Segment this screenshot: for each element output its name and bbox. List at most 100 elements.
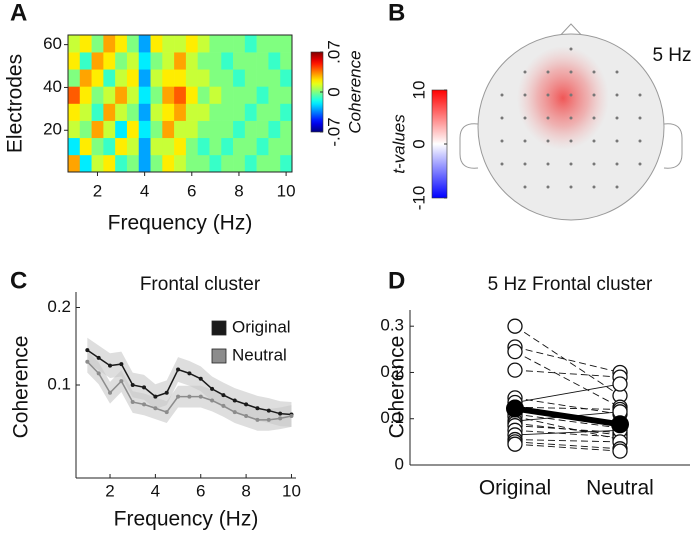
heatmap-cell xyxy=(91,103,104,121)
subject-line xyxy=(514,383,621,403)
heatmap-cell xyxy=(103,35,116,53)
heatmap-cell xyxy=(150,103,163,121)
heatmap-cell xyxy=(79,103,92,121)
point xyxy=(278,411,283,416)
heatmap-cell xyxy=(126,35,140,53)
electrode xyxy=(546,162,550,166)
subject-line xyxy=(514,443,621,452)
x-tick-label: 4 xyxy=(151,481,160,500)
electrode xyxy=(592,93,596,97)
heatmap-cell xyxy=(209,154,222,173)
x-tick-label: 10 xyxy=(282,481,301,500)
electrode xyxy=(569,185,573,189)
subject-point xyxy=(612,376,628,392)
point xyxy=(85,359,90,364)
electrode xyxy=(546,70,550,74)
point xyxy=(108,390,113,395)
electrode xyxy=(569,93,573,97)
subject-line xyxy=(514,429,621,436)
heatmap-cell xyxy=(162,35,175,53)
heatmap-cell xyxy=(91,120,104,139)
heatmap-cell xyxy=(197,69,210,87)
heatmap-cell xyxy=(185,52,198,70)
electrode xyxy=(523,93,527,97)
electrode xyxy=(546,93,550,97)
electrode xyxy=(569,162,573,166)
heatmap-cell xyxy=(221,103,234,121)
legend-label: Neutral xyxy=(232,345,287,364)
heatmap-cell xyxy=(233,52,246,70)
heatmap-cell xyxy=(244,154,257,173)
heatmap-cell xyxy=(185,103,198,121)
heatmap-cell xyxy=(244,86,257,104)
electrode xyxy=(500,116,504,120)
ear xyxy=(663,123,683,169)
heatmap-cell xyxy=(280,154,293,173)
point xyxy=(130,400,135,405)
subject-line xyxy=(514,406,621,410)
point xyxy=(187,371,192,376)
subject-line xyxy=(514,397,621,415)
heatmap-cell xyxy=(115,35,128,53)
point xyxy=(198,394,203,399)
heatmap-cell xyxy=(162,154,175,173)
point xyxy=(85,348,90,353)
heatmap-cell xyxy=(126,120,140,139)
heatmap-cell xyxy=(197,120,210,139)
point xyxy=(210,386,215,391)
y-tick-label: 0.2 xyxy=(380,362,404,381)
electrode xyxy=(592,139,596,143)
y-tick-label: 0.3 xyxy=(380,316,404,335)
subject-line xyxy=(514,439,621,443)
heatmap-cell xyxy=(138,154,151,173)
heatmap-cell xyxy=(233,86,246,104)
mean-point xyxy=(611,415,629,434)
heatmap-cell xyxy=(174,69,187,87)
axis-label: Electrodes xyxy=(4,54,27,153)
heatmap-cell xyxy=(68,137,81,156)
heatmap-cell xyxy=(103,86,116,104)
electrode xyxy=(546,185,550,189)
heatmap-cell xyxy=(138,52,151,70)
axis-label: Coherence xyxy=(345,50,364,133)
heatmap-cell xyxy=(268,86,281,104)
heatmap-cell xyxy=(79,52,92,70)
heatmap-cell xyxy=(79,69,92,87)
heatmap-cell xyxy=(103,154,116,173)
heatmap-cell xyxy=(268,52,281,70)
heatmap-cell xyxy=(68,154,81,173)
point xyxy=(221,393,226,398)
mean-line xyxy=(514,405,621,428)
heatmap-cell xyxy=(233,120,246,139)
heatmap-cell xyxy=(221,35,234,53)
electrode xyxy=(638,93,642,97)
electrode xyxy=(615,185,619,189)
electrode xyxy=(523,162,527,166)
point xyxy=(119,379,124,384)
heatmap-cell xyxy=(280,120,293,139)
heatmap-cell xyxy=(162,137,175,156)
heatmap-cell xyxy=(280,86,293,104)
heatmap-cell xyxy=(174,35,187,53)
heatmap-cell xyxy=(79,86,92,104)
axis-label: 0 xyxy=(324,87,343,96)
electrode xyxy=(638,116,642,120)
electrode xyxy=(615,139,619,143)
heatmap-cell xyxy=(244,69,257,87)
heatmap-cell xyxy=(103,69,116,87)
axis-label: 10 xyxy=(409,81,428,100)
electrode xyxy=(569,139,573,143)
electrode xyxy=(592,185,596,189)
heatmap-cell xyxy=(256,103,269,121)
x-tick-label: 6 xyxy=(196,481,205,500)
point xyxy=(164,410,169,415)
heatmap-cell xyxy=(268,35,281,53)
point xyxy=(255,417,260,422)
x-axis-label: Frequency (Hz) xyxy=(108,212,253,235)
heatmap-cell xyxy=(115,120,128,139)
heatmap-cell xyxy=(68,69,81,87)
heatmap-cell xyxy=(91,137,104,156)
point xyxy=(232,398,237,403)
point xyxy=(244,402,249,407)
heatmap-cell xyxy=(185,137,198,156)
